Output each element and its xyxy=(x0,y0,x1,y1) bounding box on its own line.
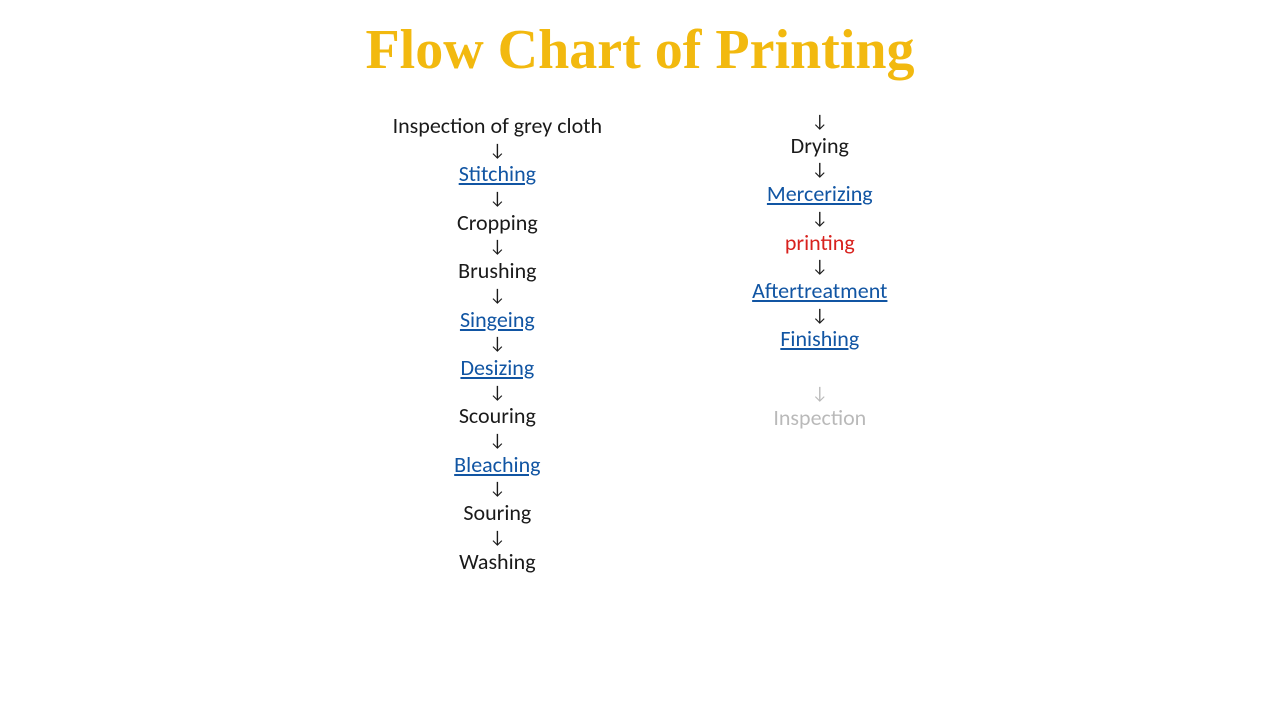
arrow-down-icon: ↓ xyxy=(812,112,828,132)
arrow-down-icon: ↓ xyxy=(489,479,505,499)
flow-step: Inspection xyxy=(773,404,866,433)
arrow-down-icon: ↓ xyxy=(489,286,505,306)
arrow-down-icon: ↓ xyxy=(489,334,505,354)
flow-step: Washing xyxy=(459,548,535,577)
flow-step[interactable]: Aftertreatment xyxy=(752,277,887,306)
arrow-down-icon: ↓ xyxy=(489,383,505,403)
arrow-down-icon: ↓ xyxy=(489,141,505,161)
arrow-down-icon: ↓ xyxy=(812,384,828,404)
flow-step: printing xyxy=(785,229,855,258)
flow-step[interactable]: Singeing xyxy=(460,306,535,335)
flow-step: Inspection of grey cloth xyxy=(393,112,603,141)
arrow-down-icon: ↓ xyxy=(489,431,505,451)
arrow-down-icon: ↓ xyxy=(489,237,505,257)
flow-step: Scouring xyxy=(459,402,536,431)
arrow-down-icon: ↓ xyxy=(812,306,828,326)
arrow-down-icon: ↓ xyxy=(812,209,828,229)
flow-step: Drying xyxy=(791,132,849,161)
flow-step[interactable]: Bleaching xyxy=(454,451,540,480)
flowchart-column-1: Inspection of grey cloth↓Stitching↓Cropp… xyxy=(393,112,603,576)
arrow-down-icon: ↓ xyxy=(812,257,828,277)
arrow-down-icon: ↓ xyxy=(489,189,505,209)
flow-step[interactable]: Mercerizing xyxy=(767,180,873,209)
flow-step[interactable]: Stitching xyxy=(459,160,536,189)
page-title: Flow Chart of Printing xyxy=(0,0,1280,82)
flow-step[interactable]: Finishing xyxy=(780,325,859,354)
flowchart-column-2: ↓Drying↓Mercerizing↓printing↓Aftertreatm… xyxy=(752,112,887,576)
flow-step: Souring xyxy=(463,499,531,528)
arrow-down-icon: ↓ xyxy=(489,528,505,548)
flow-step: Brushing xyxy=(458,257,536,286)
flowchart-container: Inspection of grey cloth↓Stitching↓Cropp… xyxy=(0,112,1280,576)
flow-step: Cropping xyxy=(457,209,538,238)
flow-step[interactable]: Desizing xyxy=(460,354,534,383)
arrow-down-icon: ↓ xyxy=(812,160,828,180)
